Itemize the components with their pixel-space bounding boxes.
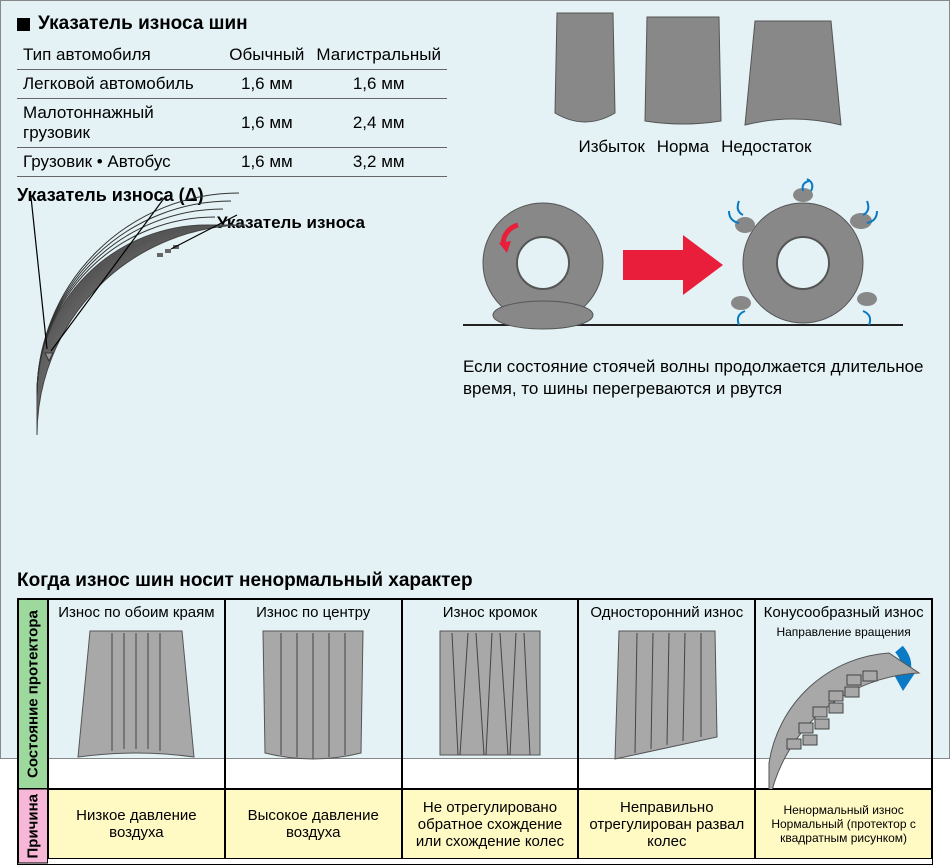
cause-cell: Не отрегулировано обратное схождение или…	[402, 789, 579, 859]
tire-profile-under-icon	[741, 13, 845, 133]
abnormal-wear-title: Когда износ шин носит ненормальный харак…	[17, 570, 933, 592]
tread-label: Конусообразный износ	[764, 604, 924, 621]
cause-text: Низкое давление воздуха	[53, 807, 220, 841]
section-title: Указатель износа шин	[17, 13, 447, 35]
cause-text: Не отрегулировано обратное схождение или…	[407, 799, 574, 850]
standing-wave-diagram	[463, 185, 903, 345]
tread-cell-one-side: Односторонний износ	[578, 599, 755, 789]
cell: 3,2 мм	[310, 148, 447, 177]
tread-cell-edges-frayed: Износ кромок	[402, 599, 579, 789]
tire-burst-icon	[729, 179, 877, 325]
cell: 1,6 мм	[223, 148, 310, 177]
standing-wave-block: Если состояние стоячей волны продолжаетс…	[463, 185, 933, 400]
th-normal: Обычный	[223, 41, 310, 70]
label-under: Недостаток	[721, 137, 811, 157]
cause-text: Высокое давление воздуха	[230, 807, 397, 841]
tread-feathered-icon	[769, 643, 919, 763]
tread-cell-feathered: Конусообразный износ Направление вращени…	[755, 599, 932, 789]
row-label-state: Состояние протектора	[18, 599, 48, 789]
page-root: Указатель износа шин Тип автомобиля Обыч…	[0, 0, 950, 759]
tread-both-edges-icon	[76, 625, 196, 765]
th-vehicle: Тип автомобиля	[17, 41, 223, 70]
cause-cell: Ненормальный износ Нормальный (протектор…	[755, 789, 932, 859]
top-section: Указатель износа шин Тип автомобиля Обыч…	[17, 13, 933, 177]
tread-label: Износ по обоим краям	[58, 604, 214, 621]
cell: Легковой автомобиль	[17, 70, 223, 99]
table-row: Грузовик • Автобус 1,6 мм 3,2 мм	[17, 148, 447, 177]
wear-indicator-block: Указатель износа (Δ) Указатель износа	[17, 185, 447, 400]
cell: Грузовик • Автобус	[17, 148, 223, 177]
cause-cell: Высокое давление воздуха	[225, 789, 402, 859]
pressure-profiles: Избыток Норма Недостаток	[457, 13, 933, 177]
cause-cell: Неправильно отрегулирован развал колес	[578, 789, 755, 859]
tread-label: Износ по центру	[256, 604, 370, 621]
tire-profile-normal-icon	[637, 13, 729, 133]
wear-table: Тип автомобиля Обычный Магистральный Лег…	[17, 41, 447, 177]
cell: 1,6 мм	[223, 99, 310, 148]
label-normal: Норма	[657, 137, 709, 157]
tire-intact-icon	[483, 203, 603, 329]
tread-cell-center: Износ по центру	[225, 599, 402, 789]
bullet-square-icon	[17, 18, 30, 31]
cause-cell: Низкое давление воздуха	[48, 789, 225, 859]
mid-section: Указатель износа (Δ) Указатель износа	[17, 185, 933, 400]
wear-table-block: Указатель износа шин Тип автомобиля Обыч…	[17, 13, 447, 177]
pressure-labels: Избыток Норма Недостаток	[457, 137, 933, 157]
cause-text: Ненормальный износ Нормальный (протектор…	[760, 803, 927, 845]
cause-text: Неправильно отрегулирован развал колес	[583, 799, 750, 850]
title-text: Указатель износа шин	[38, 13, 248, 35]
th-highway: Магистральный	[310, 41, 447, 70]
tire-side-view-icon	[37, 225, 337, 395]
tread-center-icon	[253, 625, 373, 765]
cell: 1,6 мм	[223, 70, 310, 99]
cell: Малотоннажный грузовик	[17, 99, 223, 148]
tread-sublabel: Направление вращения	[776, 625, 910, 639]
tread-label: Износ кромок	[443, 604, 537, 621]
cell: 2,4 мм	[310, 99, 447, 148]
wear-indicator-title: Указатель износа (Δ)	[17, 185, 447, 206]
arrow-right-red-icon	[623, 235, 723, 295]
label-over: Избыток	[579, 137, 645, 157]
tread-one-side-icon	[607, 625, 727, 765]
tire-profile-over-icon	[545, 13, 625, 133]
tread-edges-frayed-icon	[430, 625, 550, 765]
tread-label: Односторонний износ	[590, 604, 743, 621]
standing-wave-caption: Если состояние стоячей волны продолжаетс…	[463, 356, 933, 400]
table-row: Малотоннажный грузовик 1,6 мм 2,4 мм	[17, 99, 447, 148]
cell: 1,6 мм	[310, 70, 447, 99]
table-header-row: Тип автомобиля Обычный Магистральный	[17, 41, 447, 70]
abnormal-wear-grid: Состояние протектора Износ по обоим края…	[17, 598, 933, 865]
row-label-cause: Причина	[18, 789, 48, 864]
pressure-row	[457, 13, 933, 133]
tread-cell-both-edges: Износ по обоим краям	[48, 599, 225, 789]
table-row: Легковой автомобиль 1,6 мм 1,6 мм	[17, 70, 447, 99]
